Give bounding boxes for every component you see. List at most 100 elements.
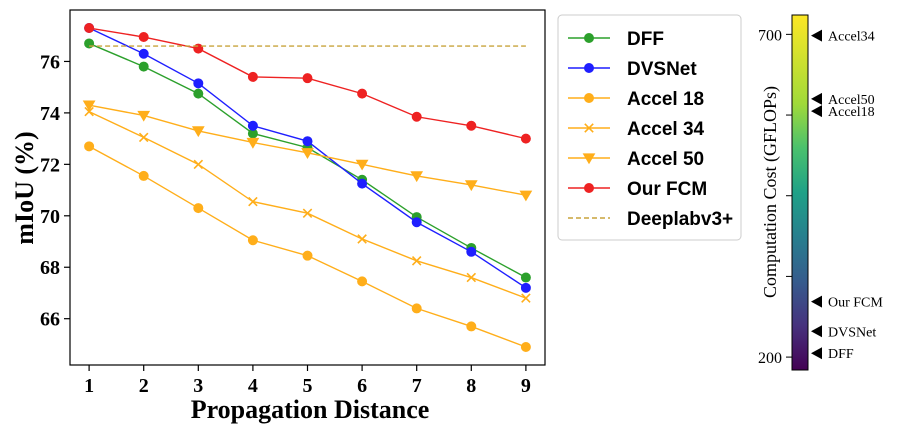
x-tick-label: 9 (521, 375, 531, 397)
data-point (246, 137, 260, 149)
colorbar-label: Computation Cost (GFLOPs) (760, 86, 781, 298)
colorbar-annotation: Accel50 (811, 92, 875, 108)
legend-items: DFF DVSNet Accel 18 Accel 34 Accel 50 Our FCM… (568, 29, 733, 230)
legend-marker (582, 153, 596, 165)
data-point (520, 133, 531, 144)
data-point (411, 256, 422, 266)
data-point (84, 23, 95, 34)
legend-label: Accel 34 (627, 119, 705, 140)
legend-entry: DVSNet (568, 59, 697, 80)
data-point (84, 141, 95, 152)
legend-frame (557, 14, 742, 241)
x-tick-label: 8 (466, 375, 476, 397)
data-point (193, 78, 204, 89)
legend-label: Accel 50 (627, 149, 704, 170)
data-point (138, 170, 149, 181)
colorbar-gradient (791, 14, 809, 371)
series-accel-34 (84, 106, 531, 303)
data-point (193, 203, 204, 214)
y-tick-label: 68 (40, 257, 60, 279)
data-point (357, 234, 367, 244)
data-point (301, 148, 314, 159)
annotation-arrow (811, 347, 822, 360)
series-line (88, 27, 527, 140)
legend-marker (584, 33, 594, 43)
data-point (193, 88, 204, 99)
annotation-arrow (811, 105, 822, 118)
data-point (466, 246, 477, 257)
annotation-arrow (811, 325, 822, 338)
x-tick-label: 3 (193, 375, 203, 397)
annotation-arrow (811, 295, 822, 308)
legend-label: Deeplabv3+ (627, 209, 733, 230)
y-tick-label: 72 (40, 154, 60, 176)
annotation-label: Accel34 (828, 30, 875, 45)
data-point (411, 303, 422, 314)
x-axis-ticks: 1 2 3 4 5 6 7 8 9 (84, 365, 531, 397)
annotation-arrow (811, 92, 822, 105)
data-point (521, 293, 531, 303)
y-tick-label: 76 (40, 51, 60, 73)
annotation-label: DFF (828, 347, 854, 362)
legend-entry: Accel 34 (568, 119, 705, 140)
colorbar-annotation: DVSNet (811, 325, 876, 340)
data-point (355, 159, 369, 171)
y-axis-ticks: 66 68 70 72 74 76 (40, 51, 70, 331)
y-tick-label: 66 (40, 309, 60, 331)
series-our-fcm (84, 23, 531, 144)
data-point (520, 272, 531, 283)
y-axis-label: mIoU (%) (10, 131, 39, 244)
colorbar-tick-label: 700 (758, 27, 782, 44)
data-point (520, 282, 531, 293)
colorbar-annotation: Accel34 (811, 29, 875, 45)
data-point (247, 71, 258, 82)
data-point (410, 171, 424, 183)
legend-marker (584, 93, 594, 103)
annotation-label: Our FCM (828, 296, 883, 311)
data-point (519, 190, 533, 202)
legend-marker (584, 183, 594, 193)
colorbar-annotation: Accel18 (811, 105, 875, 120)
data-point (247, 235, 258, 246)
x-tick-label: 4 (248, 375, 258, 397)
data-point (464, 180, 478, 192)
colorbar-annotation: Our FCM (811, 295, 883, 311)
colorbar-annotation: DFF (811, 347, 854, 362)
data-point (137, 110, 151, 122)
data-point (357, 276, 368, 287)
data-point (466, 321, 477, 332)
series-accel-50 (82, 100, 533, 202)
data-point (302, 208, 313, 218)
data-point (193, 159, 204, 170)
data-point (357, 88, 368, 99)
x-axis-label: Propagation Distance (191, 395, 430, 424)
data-point (302, 250, 313, 261)
legend: DFF DVSNet Accel 18 Accel 34 Accel 50 Our FCM… (557, 14, 742, 241)
legend-entry: Deeplabv3+ (568, 209, 733, 230)
legend-marker (584, 63, 594, 73)
data-point (466, 272, 477, 283)
legend-label: DFF (627, 29, 664, 50)
data-point (357, 178, 368, 189)
data-point (138, 32, 149, 43)
legend-entry: Our FCM (568, 179, 707, 200)
main-plot: 66 68 70 72 74 76 1 2 3 4 5 6 7 8 9 Propagation Dista… (10, 9, 546, 424)
legend-entry: DFF (568, 29, 664, 50)
legend-label: Accel 18 (627, 89, 704, 110)
annotation-label: DVSNet (828, 325, 876, 340)
x-tick-label: 5 (303, 375, 313, 397)
x-tick-label: 7 (412, 375, 422, 397)
legend-entry: Accel 50 (568, 149, 704, 170)
legend-label: DVSNet (627, 59, 697, 80)
data-point (84, 106, 94, 117)
data-point (191, 126, 205, 138)
data-point (248, 196, 258, 207)
legend-label: Our FCM (627, 179, 707, 200)
data-point (138, 61, 149, 72)
data-point (247, 120, 258, 131)
data-point (302, 136, 313, 147)
x-tick-label: 1 (84, 375, 94, 397)
annotation-arrow (811, 29, 822, 42)
